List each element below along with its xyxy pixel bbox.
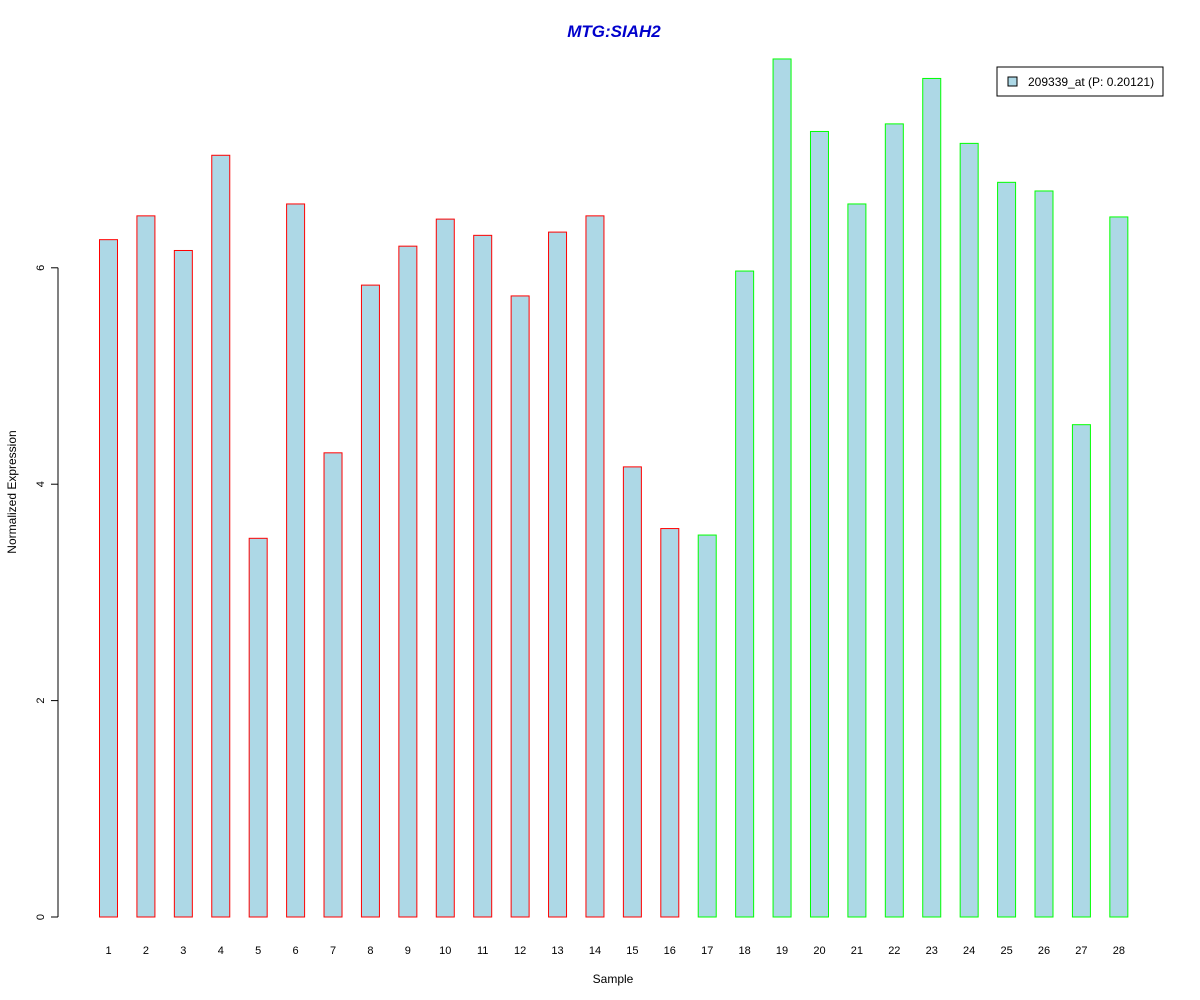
x-tick-label: 26	[1038, 945, 1050, 957]
x-tick-labels: 1 2 3 4 5 6 7 8 9 10 11 12 13 14 15 16 17 18 19 20 21 22 23 24 2…	[105, 945, 1125, 957]
bar	[959, 142, 979, 918]
bar	[248, 537, 268, 918]
legend-box	[996, 66, 1164, 97]
x-tick-label: 27	[1075, 945, 1087, 957]
x-tick-label: 5	[255, 945, 261, 957]
bar	[772, 58, 792, 918]
x-tick-label: 17	[701, 945, 713, 957]
x-tick-label: 12	[514, 945, 526, 957]
x-tick-label: 22	[888, 945, 900, 957]
x-tick-label: 23	[926, 945, 938, 957]
x-tick-label: 4	[218, 945, 224, 957]
bar	[136, 215, 156, 918]
x-tick-label: 13	[551, 945, 563, 957]
x-tick-label: 28	[1113, 945, 1125, 957]
y-tick-label: 0	[35, 914, 47, 920]
x-tick-label: 20	[813, 945, 825, 957]
bar	[809, 130, 829, 918]
x-tick-label: 8	[367, 945, 373, 957]
x-tick-label: 3	[180, 945, 186, 957]
bar	[735, 270, 755, 918]
bar	[1071, 424, 1091, 918]
x-tick-label: 18	[739, 945, 751, 957]
x-tick-label: 25	[1000, 945, 1012, 957]
x-tick-label: 9	[405, 945, 411, 957]
bar	[884, 123, 904, 918]
y-tick-label: 4	[35, 481, 47, 487]
bar	[847, 203, 867, 918]
y-tick-label: 6	[35, 265, 47, 271]
x-tick-label: 14	[589, 945, 601, 957]
y-tick-label: 2	[35, 698, 47, 704]
x-tick-label: 21	[851, 945, 863, 957]
bar	[286, 203, 306, 918]
bar	[697, 534, 717, 918]
chart-title: MTG:SIAH2	[567, 22, 661, 41]
x-tick-label: 24	[963, 945, 975, 957]
bar	[997, 181, 1017, 918]
y-axis-label: Normalized Expression	[5, 430, 19, 553]
x-tick-label: 16	[664, 945, 676, 957]
bar	[398, 245, 418, 918]
bar	[548, 231, 568, 918]
bar	[510, 295, 530, 918]
bar	[435, 218, 455, 918]
bar	[922, 77, 942, 918]
legend-swatch	[1007, 76, 1018, 87]
x-tick-label: 19	[776, 945, 788, 957]
x-tick-label: 2	[143, 945, 149, 957]
bar	[585, 215, 605, 918]
bar	[473, 234, 493, 918]
legend: 209339_at (P: 0.20121)	[996, 66, 1164, 97]
bar	[211, 154, 231, 918]
y-axis: 0 2 4 6	[35, 265, 59, 920]
bar	[622, 466, 642, 918]
x-tick-label: 15	[626, 945, 638, 957]
bar	[1109, 216, 1129, 918]
x-axis-label: Sample	[593, 972, 634, 986]
x-tick-label: 7	[330, 945, 336, 957]
bar	[660, 528, 680, 918]
x-tick-label: 10	[439, 945, 451, 957]
bar	[360, 284, 380, 918]
bar	[1034, 190, 1054, 918]
bar	[99, 239, 118, 918]
bars	[99, 58, 1129, 918]
x-tick-label: 6	[293, 945, 299, 957]
legend-label: 209339_at (P: 0.20121)	[1028, 75, 1154, 89]
bar	[323, 452, 343, 918]
x-tick-label: 1	[105, 945, 111, 957]
x-tick-label: 11	[477, 945, 488, 957]
bar	[173, 249, 193, 918]
